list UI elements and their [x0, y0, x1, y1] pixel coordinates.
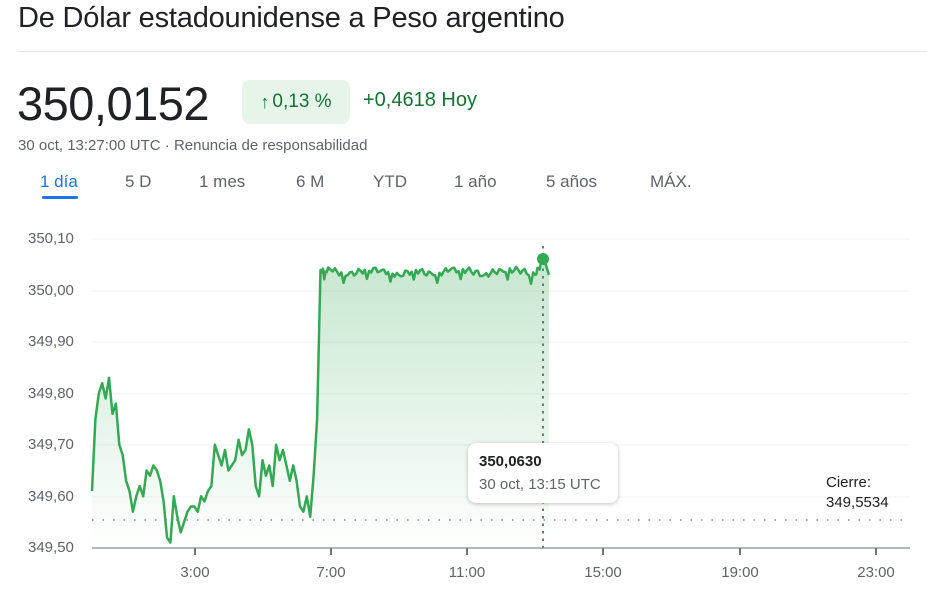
active-tab-indicator	[42, 196, 78, 199]
arrow-up-icon: ↑	[260, 91, 270, 112]
x-tick-label: 7:00	[316, 564, 346, 581]
current-point-marker	[537, 253, 549, 265]
disclaimer-link[interactable]: Renuncia de responsabilidad	[173, 137, 368, 154]
x-tick-label: 23:00	[857, 564, 895, 581]
tab-5-d[interactable]: 5 D	[125, 172, 152, 191]
previous-close-title: Cierre:	[826, 474, 872, 491]
separator: ·	[164, 137, 170, 154]
tooltip-time: 30 oct, 13:15 UTC	[479, 476, 601, 493]
x-tick-label: 15:00	[584, 564, 622, 581]
y-tick-label: 349,90	[28, 333, 74, 350]
x-ticks	[194, 548, 877, 555]
tooltip-value: 350,0630	[479, 453, 542, 470]
tab-1-ano[interactable]: 1 año	[454, 172, 497, 191]
tab-1-mes[interactable]: 1 mes	[199, 172, 246, 191]
y-tick-label: 349,80	[28, 385, 74, 402]
chart-line	[90, 256, 551, 544]
tab-ytd[interactable]: YTD	[373, 172, 407, 191]
y-tick-label: 349,70	[28, 436, 74, 453]
previous-close-value: 349,5534	[826, 494, 889, 511]
current-price: 350,0152	[17, 77, 210, 130]
previous-close-label: Cierre: 349,5534	[826, 473, 889, 513]
y-tick-label: 350,00	[28, 282, 74, 299]
header-divider	[18, 51, 927, 52]
timestamp: 30 oct, 13:27:00 UTC	[18, 137, 161, 154]
chart-area-fill	[92, 258, 549, 548]
y-tick-label: 349,50	[28, 539, 74, 556]
change-absolute: +0,4618 Hoy	[363, 89, 477, 111]
tab-6-m[interactable]: 6 M	[296, 172, 325, 191]
timestamp-line: 30 oct, 13:27:00 UTC · Renuncia de respo…	[18, 137, 367, 154]
y-tick-label: 350,10	[28, 230, 74, 247]
change-percent: 0,13 %	[272, 91, 332, 112]
tab-max[interactable]: MÁX.	[650, 172, 692, 191]
tab-5-anos[interactable]: 5 años	[546, 172, 598, 191]
range-tabs: 1 día 5 D 1 mes 6 M YTD 1 año 5 años MÁX…	[0, 172, 927, 202]
x-tick-label: 11:00	[448, 564, 486, 581]
change-percent-badge: ↑ 0,13 %	[242, 80, 350, 124]
y-tick-label: 349,60	[28, 488, 74, 505]
page-title: De Dólar estadounidense a Peso argentino	[18, 2, 565, 34]
x-tick-label: 19:00	[721, 564, 759, 581]
tab-1-dia[interactable]: 1 día	[40, 172, 78, 191]
chart-tooltip: 350,0630 30 oct, 13:15 UTC	[468, 443, 618, 503]
x-tick-label: 3:00	[180, 564, 210, 581]
